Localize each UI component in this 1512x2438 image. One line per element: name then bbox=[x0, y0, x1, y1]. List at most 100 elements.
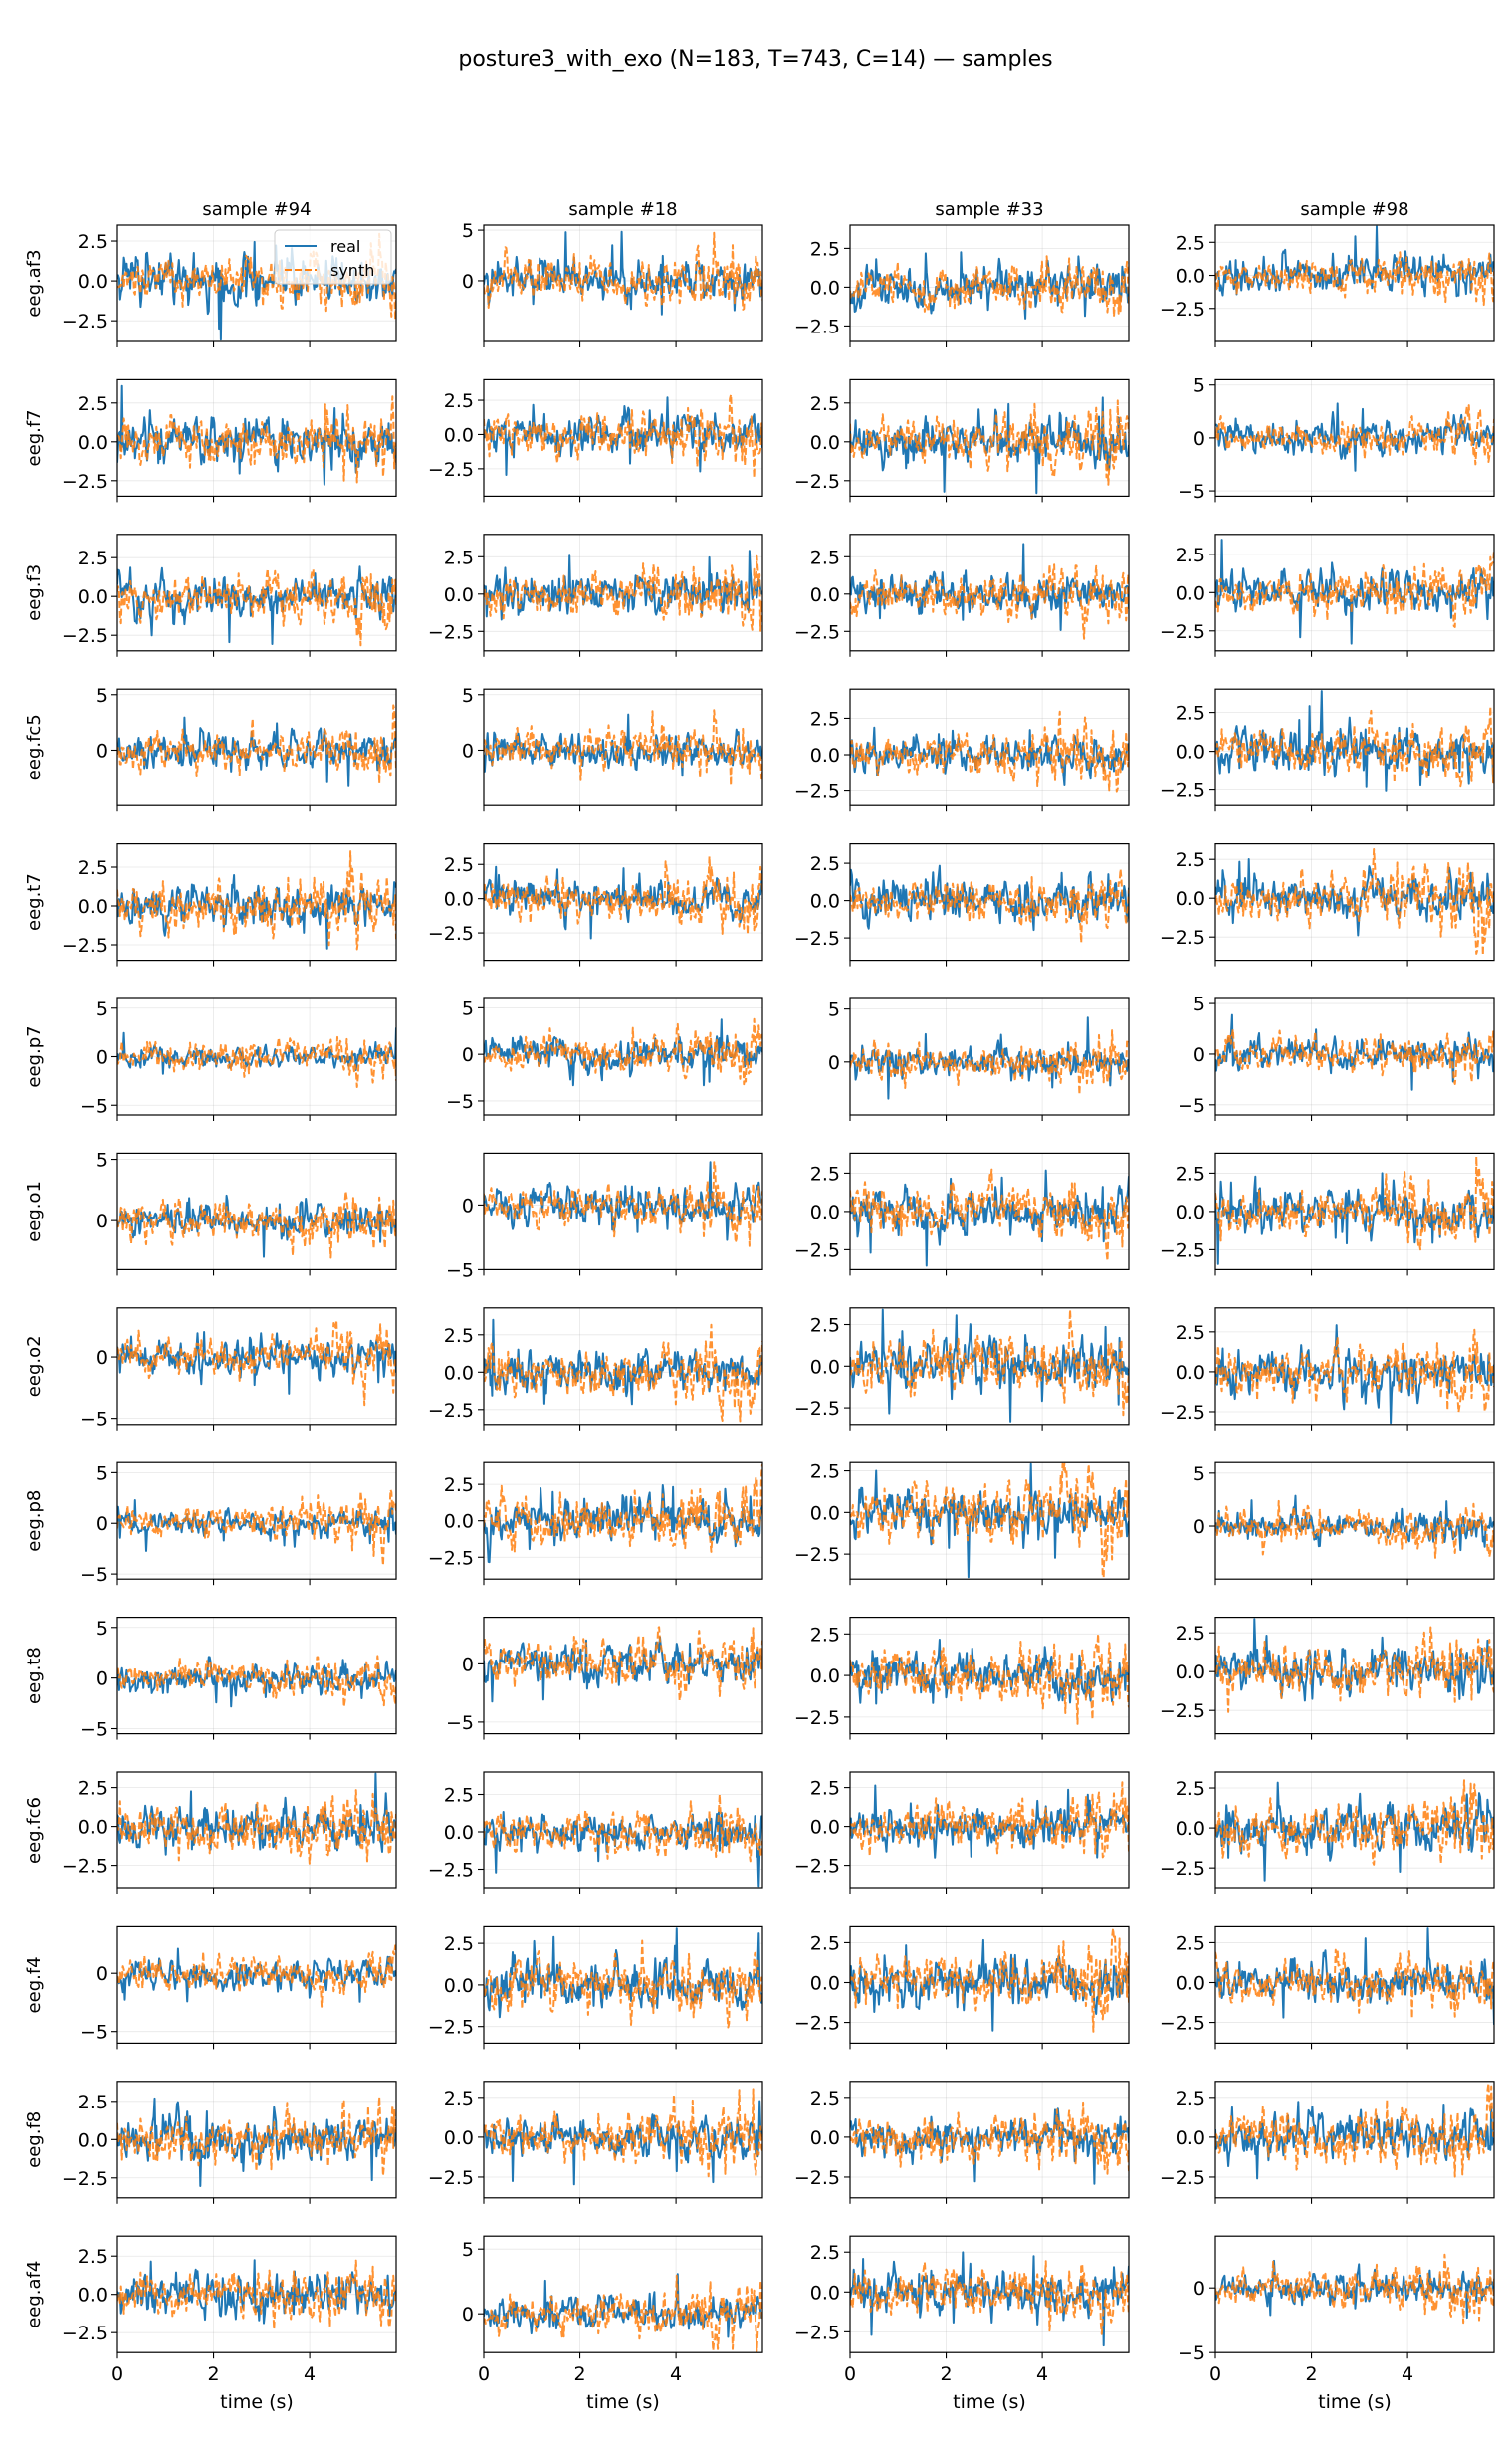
y-tick-label: 2.5 bbox=[78, 231, 108, 253]
axes-frame bbox=[483, 1307, 763, 1426]
axes-frame bbox=[1214, 997, 1495, 1116]
y-tick-label: 0.0 bbox=[444, 1362, 474, 1384]
subplot-eeg.af3-2: 2.5 0.0 −2.5 sample #33 bbox=[794, 199, 1130, 347]
synth-series-line bbox=[484, 1626, 762, 1702]
legend-synth-label: synth bbox=[330, 261, 374, 280]
subplot-eeg.o1-1: 0 −5 bbox=[446, 1152, 763, 1281]
y-tick-label: 0.0 bbox=[444, 2127, 474, 2149]
y-tick-label: 5 bbox=[462, 2239, 474, 2261]
y-tick-label: 0.0 bbox=[810, 2127, 840, 2149]
channel-label: eeg.o1 bbox=[24, 1181, 45, 1242]
subplot-title: sample #18 bbox=[568, 199, 677, 220]
y-tick-label: 0.0 bbox=[810, 432, 840, 454]
y-tick-label: −2.5 bbox=[428, 1400, 474, 1422]
y-tick-label: 0.0 bbox=[1176, 1202, 1205, 1223]
y-tick-label: 5 bbox=[462, 220, 474, 242]
axes-frame bbox=[849, 378, 1130, 497]
axes-frame bbox=[849, 224, 1130, 342]
subplot-eeg.fc6-2: 2.5 0.0 −2.5 bbox=[794, 1771, 1130, 1894]
real-series-line bbox=[484, 713, 762, 777]
y-tick-label: −5 bbox=[446, 1259, 474, 1281]
subplot-title: sample #33 bbox=[935, 199, 1043, 220]
subplot-eeg.p8-0: 5 0 −5 eeg.p8 bbox=[24, 1461, 397, 1586]
synth-series-line bbox=[1215, 1626, 1494, 1713]
x-tick-label: 2 bbox=[1306, 2363, 1318, 2385]
channel-label: eeg.af4 bbox=[24, 2261, 45, 2328]
subplot-eeg.t7-2: 2.5 0.0 −2.5 bbox=[794, 842, 1130, 967]
y-tick-label: 0.0 bbox=[810, 745, 840, 767]
synth-series-line bbox=[117, 2096, 396, 2177]
axes-frame bbox=[1214, 842, 1495, 962]
subplot-eeg.p7-3: 5 0 −5 bbox=[1178, 994, 1495, 1121]
y-tick-label: −2.5 bbox=[794, 316, 840, 337]
legend: real synth bbox=[274, 229, 392, 285]
y-tick-label: −2.5 bbox=[1160, 927, 1205, 949]
channel-label: eeg.f8 bbox=[24, 2111, 45, 2168]
subplot-eeg.f3-2: 2.5 0.0 −2.5 bbox=[794, 534, 1130, 657]
y-tick-label: −2.5 bbox=[1160, 1700, 1205, 1722]
synth-series-line bbox=[850, 399, 1129, 486]
synth-series-line bbox=[117, 567, 396, 647]
subplot-eeg.o2-3: 2.5 0.0 −2.5 bbox=[1160, 1307, 1495, 1431]
axes-frame bbox=[849, 1461, 1130, 1580]
axes-frame bbox=[116, 1771, 397, 1889]
y-tick-label: 0.0 bbox=[810, 1817, 840, 1839]
subplot-eeg.fc5-3: 2.5 0.0 −2.5 bbox=[1160, 688, 1495, 812]
y-tick-label: −2.5 bbox=[428, 923, 474, 945]
y-tick-label: 5 bbox=[96, 1618, 108, 1640]
y-tick-label: 2.5 bbox=[78, 393, 108, 415]
y-tick-label: −2.5 bbox=[1160, 780, 1205, 802]
y-tick-label: 2.5 bbox=[1176, 849, 1205, 871]
y-tick-label: 0.0 bbox=[78, 586, 108, 608]
y-tick-label: −2.5 bbox=[428, 2167, 474, 2189]
y-tick-label: −2.5 bbox=[794, 2013, 840, 2035]
synth-series-line bbox=[850, 1927, 1129, 2033]
y-tick-label: 0.0 bbox=[1176, 2127, 1205, 2149]
synth-series-line bbox=[117, 2259, 396, 2330]
y-tick-label: 0 bbox=[1193, 1516, 1205, 1538]
synth-series-line bbox=[484, 1463, 762, 1553]
y-tick-label: −2.5 bbox=[1160, 2167, 1205, 2189]
subplot-eeg.p8-2: 2.5 0.0 −2.5 bbox=[794, 1461, 1130, 1586]
y-tick-label: 5 bbox=[96, 1462, 108, 1484]
y-tick-label: 2.5 bbox=[810, 2088, 840, 2109]
subplot-eeg.p8-3: 50 bbox=[1193, 1461, 1495, 1586]
y-tick-label: −2.5 bbox=[794, 1707, 840, 1729]
synth-series-line bbox=[850, 1308, 1129, 1417]
subplot-eeg.f7-2: 2.5 0.0 −2.5 bbox=[794, 378, 1130, 503]
subplot-eeg.f3-0: 2.5 0.0 −2.5 eeg.f3 bbox=[24, 534, 397, 657]
y-tick-label: 2.5 bbox=[810, 1315, 840, 1337]
y-tick-label: 2.5 bbox=[78, 548, 108, 569]
axes-frame bbox=[483, 534, 763, 652]
y-tick-label: 0 bbox=[462, 1195, 474, 1217]
y-tick-label: 0 bbox=[1193, 2278, 1205, 2300]
synth-series-line bbox=[1215, 550, 1494, 628]
x-axis-label: time (s) bbox=[220, 2391, 294, 2413]
y-tick-label: −5 bbox=[80, 2022, 108, 2044]
y-tick-label: 0.0 bbox=[810, 1972, 840, 1994]
y-tick-label: −2.5 bbox=[794, 781, 840, 803]
subplot-eeg.t7-0: 2.5 0.0 −2.5 eeg.t7 bbox=[24, 842, 397, 967]
axes-frame bbox=[483, 378, 763, 497]
subplot-eeg.p7-1: 5 0 −5 bbox=[446, 997, 763, 1121]
axes-frame bbox=[1214, 1771, 1495, 1889]
axes-frame bbox=[116, 1461, 397, 1580]
subplot-eeg.f7-3: 5 0 −5 bbox=[1178, 375, 1495, 503]
y-tick-label: 0.0 bbox=[1176, 1662, 1205, 1683]
y-tick-label: 0.0 bbox=[1176, 582, 1205, 604]
real-series-line bbox=[484, 396, 762, 476]
y-tick-label: 2.5 bbox=[78, 2246, 108, 2268]
subplot-eeg.f8-3: 2.5 0.0 −2.5 bbox=[1160, 2081, 1495, 2204]
y-tick-label: 0.0 bbox=[1176, 1362, 1205, 1384]
axes-frame bbox=[1214, 224, 1495, 342]
channel-label: eeg.o2 bbox=[24, 1335, 45, 1397]
y-tick-label: 0.0 bbox=[78, 432, 108, 454]
synth-series-line bbox=[484, 1323, 762, 1423]
y-tick-label: −2.5 bbox=[794, 1544, 840, 1566]
synth-series-line bbox=[1215, 1948, 1494, 2020]
synth-series-line bbox=[1215, 1499, 1494, 1559]
axes-frame bbox=[116, 1616, 397, 1735]
y-tick-label: 2.5 bbox=[444, 1785, 474, 1807]
subplot-eeg.o1-2: 2.5 0.0 −2.5 bbox=[794, 1152, 1130, 1276]
subplot-eeg.f7-1: 2.5 0.0 −2.5 bbox=[428, 378, 763, 503]
